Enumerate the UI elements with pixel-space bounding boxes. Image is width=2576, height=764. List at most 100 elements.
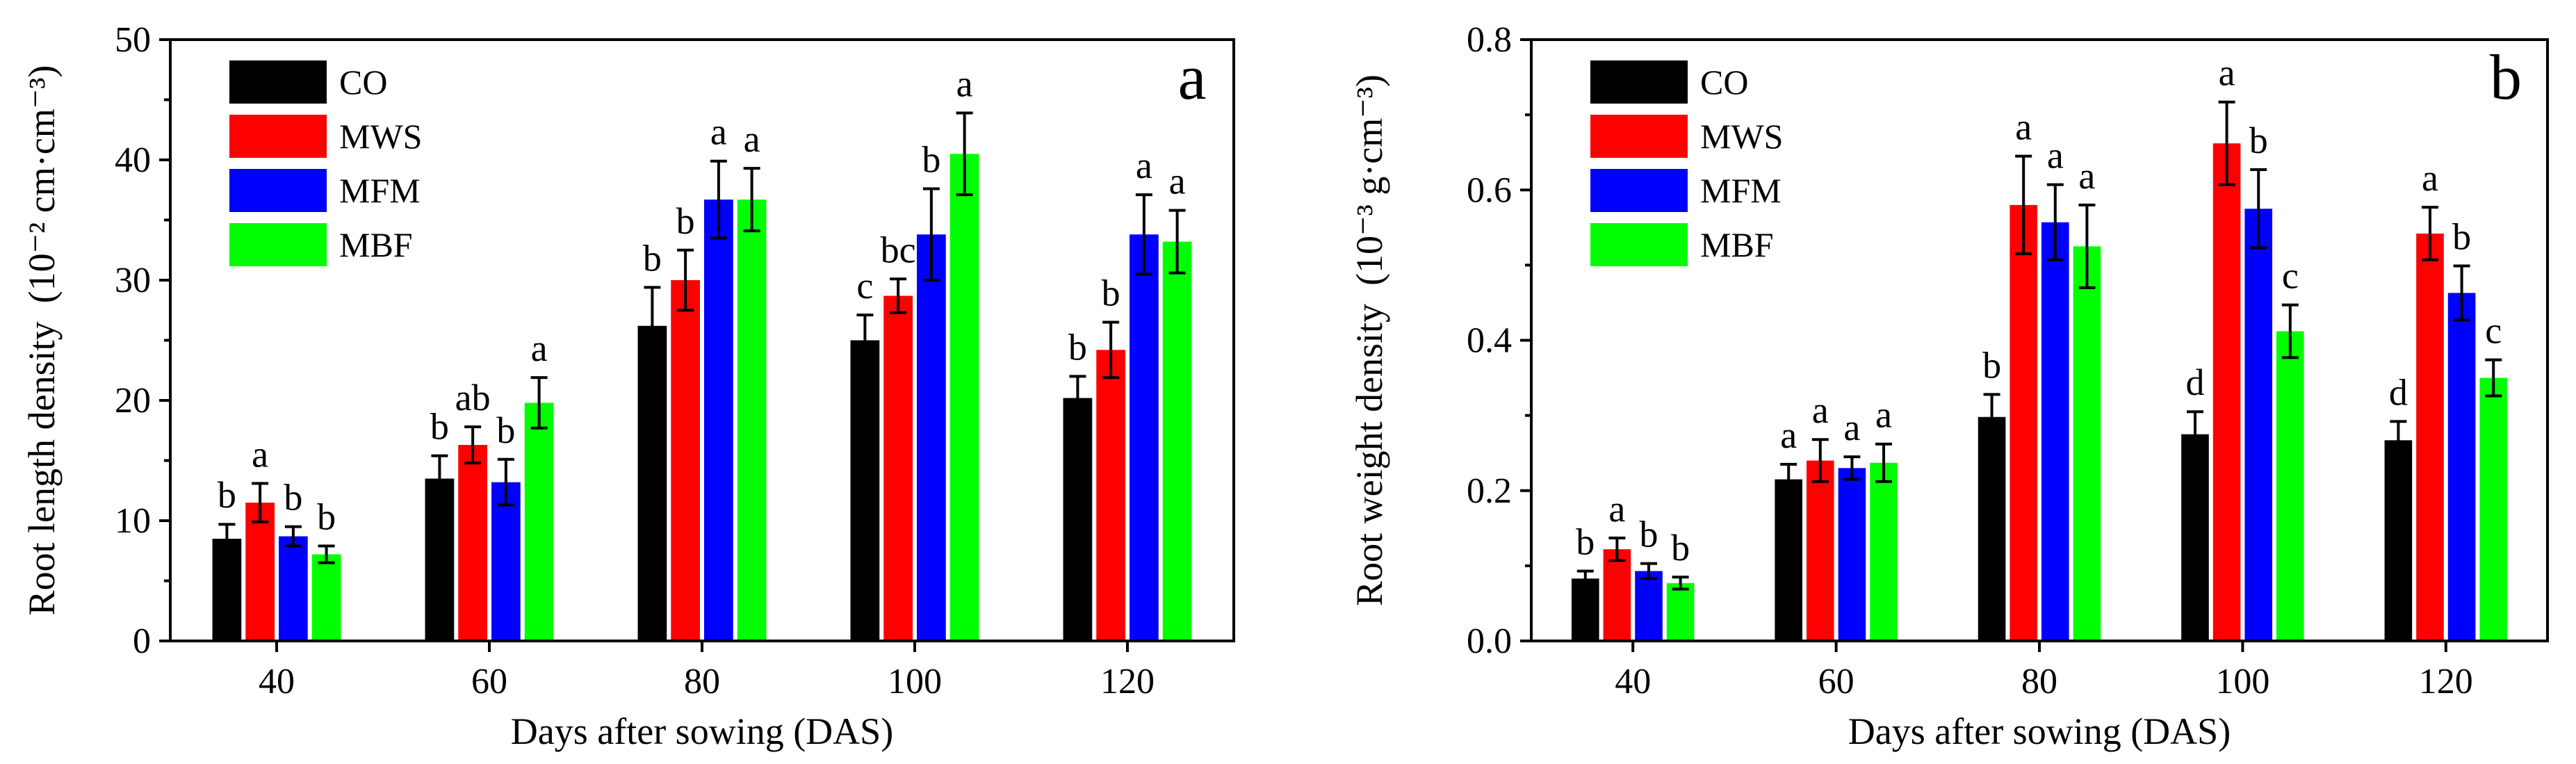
error-bar-co-80 [644,286,661,366]
bar-mws-40 [245,503,275,641]
significance-letter-mbf-40: b [1671,527,1690,569]
error-bar-mws-40 [1608,536,1626,562]
significance-letter-mbf-60: a [1875,394,1892,436]
error-bar-mfm-100 [2250,168,2267,250]
error-bar-mbf-80 [743,167,760,233]
error-bar-mbf-60 [1875,442,1893,483]
error-bar-mfm-80 [2046,183,2064,261]
bar-co-40 [1571,578,1599,641]
bar-mws-80 [671,280,700,641]
error-bar-mbf-40 [318,544,335,564]
error-bar-mws-80 [2015,154,2032,256]
significance-letter-mbf-60: a [531,327,548,369]
significance-letter-mws-100: a [2219,52,2235,94]
bar-mfm-60 [491,482,521,641]
error-bar-mbf-80 [2078,203,2096,289]
significance-letter-co-40: b [1576,521,1595,562]
significance-letter-mws-40: a [252,433,268,475]
legend-label-mws: MWS [1700,117,1783,156]
legend-swatch-mbf [1590,223,1688,266]
significance-letter-mws-80: a [2015,106,2032,148]
bar-co-100 [850,340,880,641]
panel-letter: a [1178,42,1207,113]
error-bar-mws-80 [677,248,694,312]
bar-co-100 [2181,434,2209,641]
significance-letter-co-40: b [218,474,236,516]
bar-mfm-40 [279,536,308,641]
x-axis-title: Days after sowing (DAS) [511,710,893,752]
bar-mfm-60 [1838,468,1866,641]
error-bar-mfm-60 [497,457,514,507]
error-bar-mfm-120 [2453,264,2470,322]
error-bar-mws-100 [890,277,907,314]
error-bar-mws-120 [1102,320,1120,380]
bar-mws-60 [1806,460,1834,641]
error-bar-mfm-60 [1843,455,1861,481]
legend-swatch-mws [1590,115,1688,158]
bar-co-80 [1978,416,2006,641]
bar-mfm-120 [1130,234,1159,641]
bar-mws-100 [2212,143,2241,641]
significance-letter-mfm-120: b [2452,216,2471,257]
error-bar-mws-60 [1811,438,1829,483]
legend-label-co: CO [1700,63,1748,101]
error-bar-co-60 [431,454,448,503]
significance-letter-mbf-80: a [744,118,760,160]
y-tick-label: 0.6 [1467,170,1512,210]
y-axis-unit: (10⁻³ g·cm⁻³) [1348,74,1390,286]
error-bar-co-60 [1780,462,1798,496]
error-bar-co-120 [2390,420,2407,461]
bar-co-80 [637,325,667,641]
bar-mbf-100 [949,154,979,642]
bar-co-120 [2384,440,2413,641]
x-tick-label: 60 [471,662,507,701]
significance-letter-mws-120: a [2422,157,2438,199]
bar-mws-40 [1603,549,1631,641]
significance-letter-mws-100: bc [881,229,916,270]
y-tick-label: 0 [133,621,151,661]
error-bar-co-40 [218,523,236,555]
bar-co-60 [1775,479,1802,641]
bar-co-120 [1063,398,1093,641]
error-bar-co-100 [2186,410,2203,459]
bar-mbf-40 [311,554,341,641]
error-bar-mws-60 [464,425,482,464]
significance-letter-mfm-60: a [1843,407,1860,448]
error-bar-mws-120 [2421,206,2438,261]
bar-mfm-40 [1635,571,1663,641]
error-bar-mbf-120 [2485,358,2502,398]
legend-swatch-co [229,60,327,104]
error-bar-mfm-120 [1135,193,1152,276]
legend-label-mfm: MFM [339,171,421,210]
legend-swatch-co [1590,60,1688,104]
significance-letter-mws-60: ab [455,377,491,418]
bar-mws-80 [2010,204,2037,641]
significance-letter-co-80: b [643,237,662,279]
y-tick-label: 30 [115,261,151,300]
significance-letter-co-80: b [1982,344,2001,386]
error-bar-mbf-120 [1168,209,1186,275]
significance-letter-mfm-40: b [284,477,302,519]
bar-mws-120 [2416,233,2444,641]
bar-mbf-100 [2276,331,2304,641]
significance-letter-mbf-40: b [317,496,336,537]
bar-mbf-80 [2073,246,2101,641]
bar-mfm-80 [704,200,733,642]
x-tick-label: 100 [2215,662,2269,701]
error-bar-mbf-40 [1672,576,1689,591]
error-bar-mfm-40 [284,525,302,548]
error-bar-mfm-100 [922,187,940,282]
significance-letter-co-120: d [2389,371,2408,413]
legend-swatch-mbf [229,223,327,266]
significance-letter-mfm-100: b [922,139,940,181]
bar-mws-120 [1096,350,1125,641]
y-axis-title: Root length density (10⁻² cm·cm⁻³) [21,65,63,616]
significance-letter-co-100: d [2185,361,2204,403]
significance-letter-mfm-100: b [2249,120,2268,161]
significance-letter-mfm-120: a [1136,145,1152,186]
x-tick-label: 80 [2021,662,2057,701]
legend-swatch-mws [229,115,327,158]
